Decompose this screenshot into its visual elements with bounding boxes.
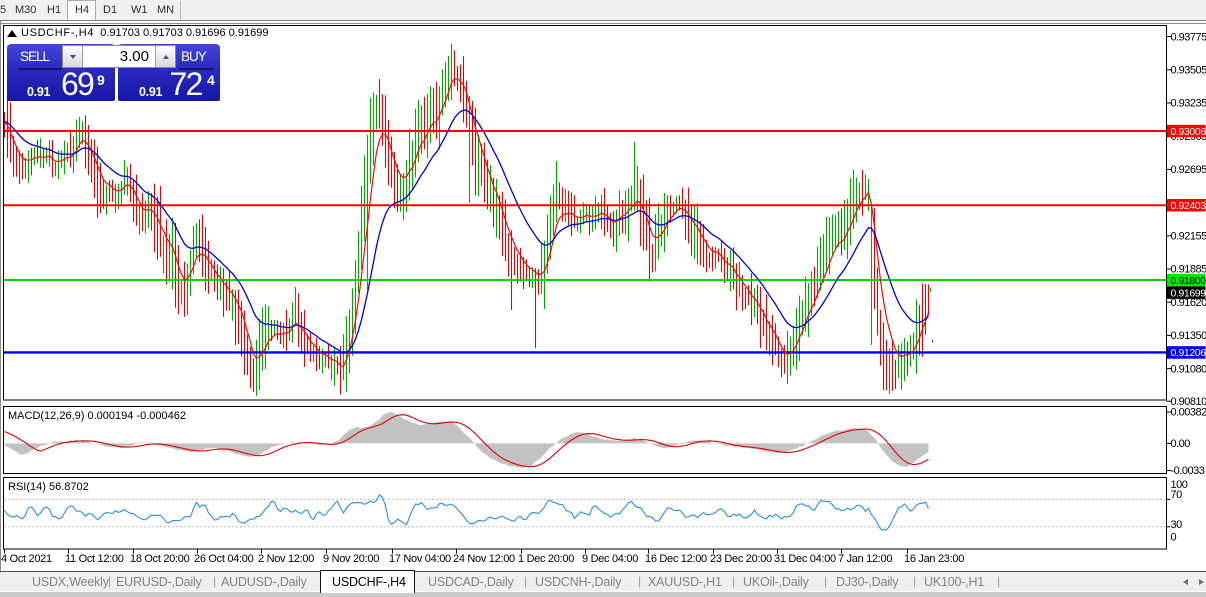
svg-text:0.91885: 0.91885	[1171, 264, 1206, 276]
svg-text:16 Jan 23:00: 16 Jan 23:00	[904, 553, 964, 565]
svg-text:0.92695: 0.92695	[1171, 164, 1206, 176]
svg-text:0.91350: 0.91350	[1171, 330, 1206, 342]
svg-text:9 Dec 04:00: 9 Dec 04:00	[582, 553, 638, 565]
svg-text:26 Oct 04:00: 26 Oct 04:00	[194, 553, 254, 565]
svg-text:70: 70	[1171, 489, 1183, 501]
svg-text:0.91080: 0.91080	[1171, 363, 1206, 375]
svg-text:100: 100	[1171, 479, 1188, 491]
svg-text:2 Nov 12:00: 2 Nov 12:00	[258, 553, 314, 565]
svg-text:0.91800: 0.91800	[1171, 275, 1206, 287]
svg-text:RSI(14) 56.8702: RSI(14) 56.8702	[8, 481, 89, 493]
svg-text:0.92155: 0.92155	[1171, 231, 1206, 243]
svg-text:4 Oct 2021: 4 Oct 2021	[1, 553, 52, 565]
svg-text:16 Dec 12:00: 16 Dec 12:00	[645, 553, 707, 565]
svg-text:0.90810: 0.90810	[1171, 396, 1206, 408]
svg-text:MACD(12,26,9) 0.000194 -0.0004: MACD(12,26,9) 0.000194 -0.000462	[8, 410, 186, 422]
svg-text:0.91620: 0.91620	[1171, 297, 1206, 309]
svg-text:11 Oct 12:00: 11 Oct 12:00	[65, 553, 124, 565]
svg-text:24 Nov 12:00: 24 Nov 12:00	[453, 553, 515, 565]
svg-text:0.00: 0.00	[1171, 438, 1191, 450]
svg-text:0.92403: 0.92403	[1171, 200, 1206, 212]
svg-text:9 Nov 20:00: 9 Nov 20:00	[323, 553, 379, 565]
svg-text:7 Jan 12:00: 7 Jan 12:00	[838, 553, 892, 565]
svg-text:23 Dec 20:00: 23 Dec 20:00	[710, 553, 772, 565]
svg-text:18 Oct 20:00: 18 Oct 20:00	[130, 553, 190, 565]
svg-text:0.93505: 0.93505	[1171, 65, 1206, 77]
svg-text:1 Dec 20:00: 1 Dec 20:00	[518, 553, 574, 565]
svg-text:-0.0033: -0.0033	[1171, 465, 1205, 477]
svg-text:17 Nov 04:00: 17 Nov 04:00	[389, 553, 451, 565]
svg-text:0.93006: 0.93006	[1171, 126, 1206, 138]
svg-text:0.91699: 0.91699	[1171, 287, 1206, 299]
svg-text:0.91206: 0.91206	[1171, 347, 1206, 359]
svg-text:0: 0	[1171, 532, 1177, 544]
svg-text:0.93235: 0.93235	[1171, 98, 1206, 110]
svg-text:0.93775: 0.93775	[1171, 31, 1206, 43]
svg-text:0.00382: 0.00382	[1171, 407, 1206, 419]
svg-text:30: 30	[1171, 519, 1183, 531]
svg-text:31 Dec 04:00: 31 Dec 04:00	[774, 553, 836, 565]
